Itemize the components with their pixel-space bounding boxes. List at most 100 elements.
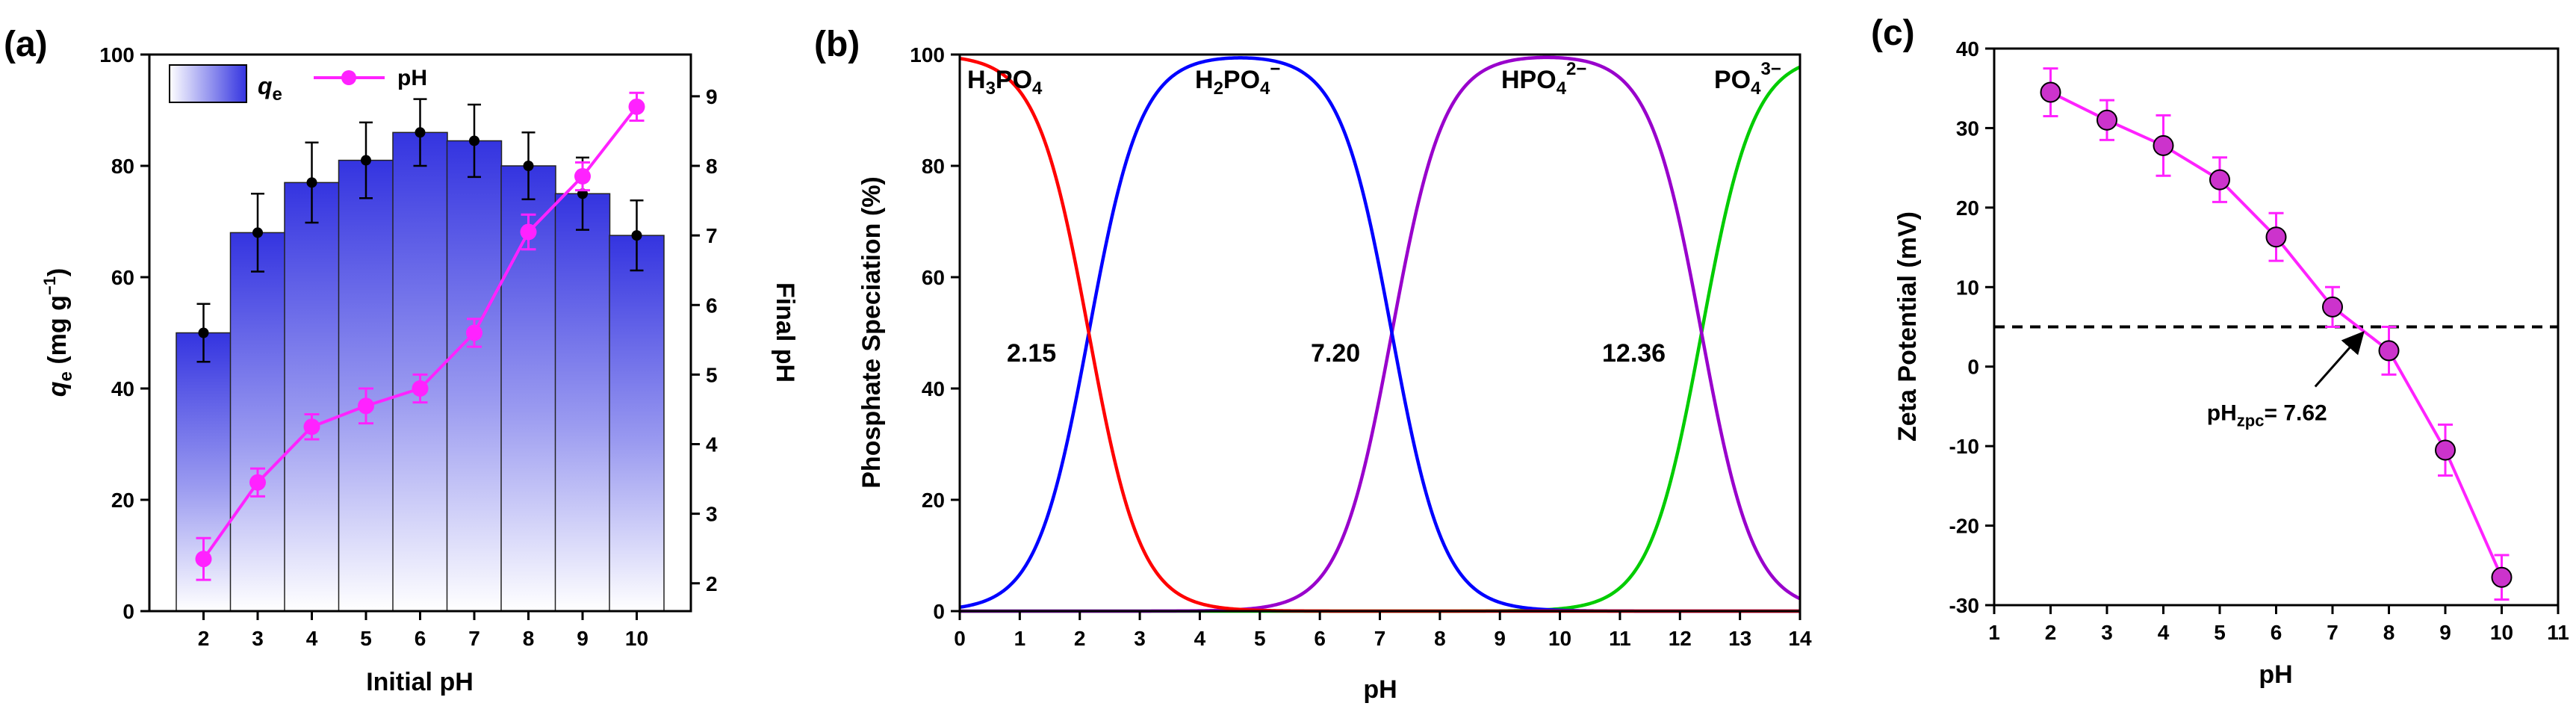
h2po4-curve <box>959 56 1800 613</box>
qe-bar <box>554 193 611 612</box>
y2-tick-label: 4 <box>706 433 718 456</box>
panel-b-y-ticks: 0 20 40 60 80 100 <box>910 43 960 623</box>
x-tick-label: 1 <box>1014 627 1026 650</box>
x-tick-label: 4 <box>2158 621 2170 644</box>
y-tick-label: -10 <box>1949 435 1979 458</box>
y-tick-label: 60 <box>111 266 134 289</box>
panel-b-pka-labels: 2.15 7.20 12.36 <box>1007 339 1666 368</box>
pka-label: 7.20 <box>1311 339 1360 368</box>
panel-b-x-title: pH <box>1363 675 1397 704</box>
qe-point <box>361 155 371 166</box>
hpo4-curve <box>960 55 1801 613</box>
panel-a-bars <box>176 131 665 612</box>
qe-bar <box>284 182 340 612</box>
panel-a-legend: qe pH <box>169 64 427 105</box>
panel-a-y-ticks: 0 20 40 60 80 100 <box>99 43 149 623</box>
panel-a-y-title: qe (mg g−1) <box>40 268 76 397</box>
panel-a-ph-line <box>195 91 645 581</box>
x-tick-label: 6 <box>2271 621 2282 644</box>
zeta-point <box>2435 439 2456 461</box>
panel-c-y-title: Zeta Potential (mV) <box>1893 211 1922 442</box>
qe-point <box>415 127 426 138</box>
ph-point <box>358 397 374 415</box>
qe-point <box>306 177 317 188</box>
qe-point <box>469 135 479 146</box>
panel-c-y-ticks: -30 -20 -10 0 10 20 30 40 <box>1949 37 1994 617</box>
ph-point <box>628 98 645 115</box>
panel-a-letter: (a) <box>4 25 48 64</box>
x-tick-label: 6 <box>415 627 426 650</box>
y-tick-label: 20 <box>922 489 945 512</box>
panel-c-x-ticks: 1 2 3 4 5 6 7 8 9 10 11 <box>1988 605 2569 644</box>
y-tick-label: 80 <box>922 155 945 178</box>
x-tick-label: 8 <box>2383 621 2395 644</box>
y2-tick-label: 2 <box>706 572 718 595</box>
x-tick-label: 7 <box>2327 621 2338 644</box>
x-tick-label: 8 <box>1434 627 1446 650</box>
y-tick-label: -20 <box>1949 515 1979 538</box>
ph-point <box>466 324 482 341</box>
panel-c-annotation-label: pHzpc= 7.62 <box>2207 401 2327 430</box>
y-tick-label: 20 <box>1956 196 1979 220</box>
panel-b-x-ticks: 0 1 2 3 4 5 6 7 8 9 10 11 12 13 14 <box>954 611 1812 650</box>
y2-tick-label: 7 <box>706 224 718 247</box>
ph-point <box>303 418 320 436</box>
x-tick-label: 14 <box>1788 627 1812 650</box>
ph-point <box>574 167 591 185</box>
zeta-point <box>2209 169 2230 191</box>
panel-c-letter: (c) <box>1871 13 1915 53</box>
species-label-h3po4: H3PO4 <box>967 66 1043 99</box>
y-tick-label: 40 <box>922 377 945 400</box>
x-tick-label: 4 <box>306 627 318 650</box>
x-tick-label: 2 <box>2045 621 2057 644</box>
ph-point <box>249 474 266 491</box>
panel-a-x-ticks: 2 3 4 5 6 7 8 9 10 <box>198 611 648 650</box>
x-tick-label: 12 <box>1669 627 1692 650</box>
ph-point <box>520 223 537 241</box>
y2-tick-label: 8 <box>706 155 718 178</box>
panel-a: (a) 2 3 4 5 6 7 8 9 10 0 20 40 60 80 100 2 3 4 5 6 7 8 9 qe … <box>4 25 799 696</box>
panel-c-x-title: pH <box>2259 660 2292 689</box>
x-tick-label: 13 <box>1728 627 1751 650</box>
x-tick-label: 8 <box>523 627 535 650</box>
y-tick-label: 40 <box>1956 37 1979 61</box>
zeta-point <box>2491 566 2513 588</box>
ph-point <box>412 380 429 397</box>
panel-c-annotation-arrow <box>2314 331 2365 388</box>
x-tick-label: 3 <box>2101 621 2113 644</box>
panel-c-axes-frame <box>1993 47 2560 607</box>
y2-tick-label: 5 <box>706 363 718 386</box>
zeta-point <box>2153 134 2174 156</box>
y-tick-label: -30 <box>1949 594 1979 617</box>
x-tick-label: 10 <box>2490 621 2513 644</box>
x-tick-label: 7 <box>468 627 480 650</box>
species-label-h2po4: H2PO4− <box>1195 59 1280 99</box>
y-tick-label: 0 <box>1967 356 1979 379</box>
x-tick-label: 5 <box>1254 627 1266 650</box>
panel-c: (c) 1 2 3 4 5 6 7 8 9 10 11 -30 -20 -10 0 10 20 30 40 pHz… <box>1871 13 2569 689</box>
x-tick-label: 3 <box>252 627 264 650</box>
x-tick-label: 0 <box>954 627 966 650</box>
x-tick-label: 2 <box>1074 627 1086 650</box>
zeta-point <box>2097 109 2117 131</box>
qe-bar <box>392 131 448 612</box>
x-tick-label: 6 <box>1314 627 1326 650</box>
x-tick-label: 10 <box>625 627 648 650</box>
qe-point <box>198 327 209 338</box>
zeta-point <box>2378 340 2400 362</box>
y-tick-label: 80 <box>111 155 134 178</box>
h3po4-curve <box>959 57 1800 613</box>
panel-a-y2-title: Final pH <box>771 282 799 383</box>
panel-b-curves <box>959 55 1801 613</box>
panel-a-bar-errorbars <box>196 98 644 363</box>
x-tick-label: 1 <box>1988 621 2000 644</box>
x-tick-label: 11 <box>1609 627 1631 650</box>
species-label-po4: PO43− <box>1714 59 1781 99</box>
ph-point <box>195 551 212 568</box>
pka-label: 12.36 <box>1602 339 1666 368</box>
y2-tick-label: 9 <box>706 85 718 108</box>
y-tick-label: 0 <box>933 600 945 623</box>
po4-curve <box>960 65 1801 613</box>
